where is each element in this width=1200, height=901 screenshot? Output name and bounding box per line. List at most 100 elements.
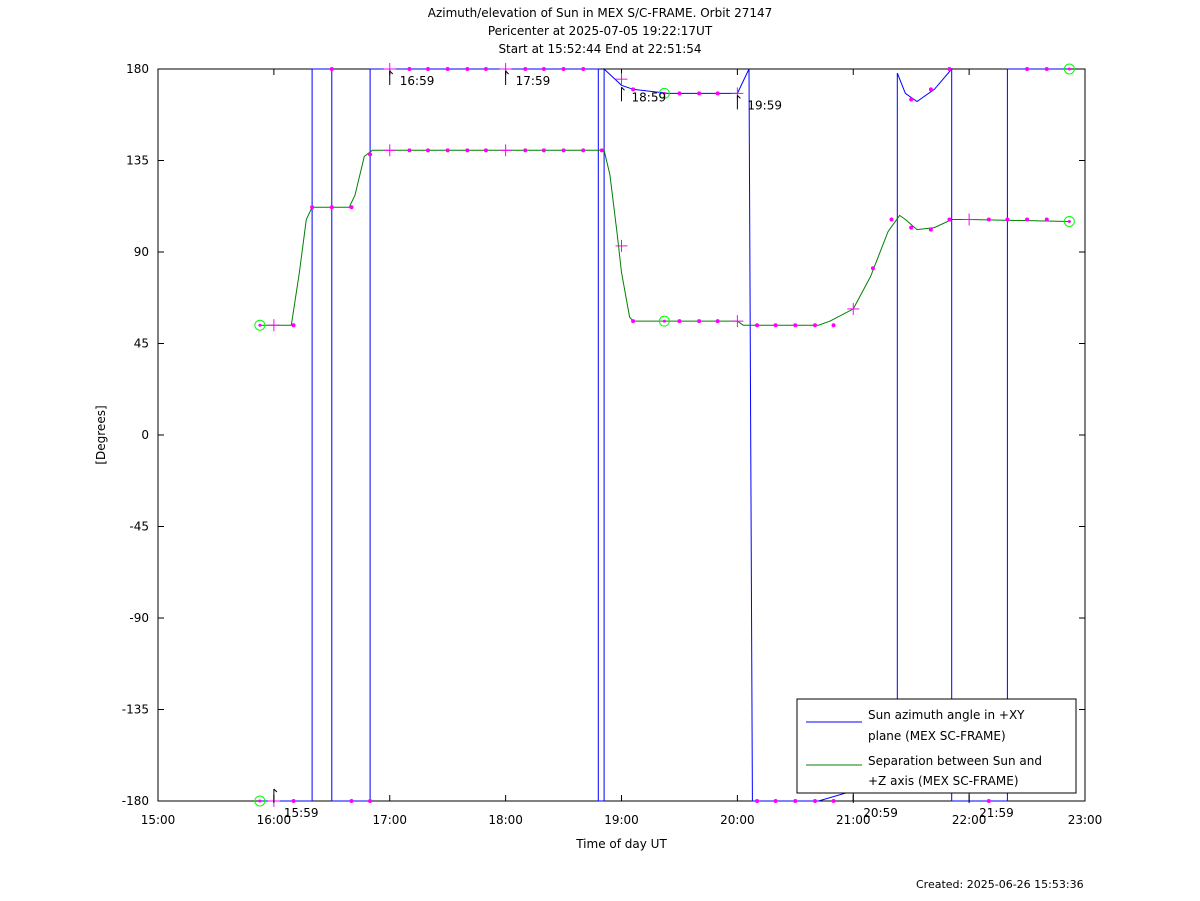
data-point-dot [1044, 217, 1049, 222]
legend-label-separation-line1: Separation between Sun and [868, 754, 1042, 768]
data-point-dot [599, 148, 604, 153]
data-point-dot [1044, 67, 1049, 71]
data-point-dot [561, 67, 566, 71]
data-point-dot [483, 67, 488, 71]
data-point-dot [631, 319, 636, 324]
data-point-dot [291, 799, 296, 803]
y-tick-label: 180 [126, 62, 149, 76]
data-point-dot [947, 67, 952, 71]
data-point-dot [581, 67, 586, 71]
data-point-dot [909, 97, 914, 102]
series-azimuth-line [259, 67, 1070, 802]
x-tick-label: 22:00 [952, 813, 987, 827]
data-point-dot [329, 67, 334, 71]
annotation-time-label: 17:59 [516, 74, 551, 88]
data-point-dot [1067, 220, 1071, 223]
annotation-time-label: 19:59 [747, 98, 782, 112]
data-point-dot [631, 87, 636, 92]
data-point-dot [697, 319, 702, 324]
data-point-circle [1063, 216, 1075, 227]
legend-label-azimuth-line2: plane (MEX SC-FRAME) [868, 729, 1006, 743]
data-point-dot [561, 148, 566, 153]
annotation-arrow [737, 95, 741, 99]
data-point-dot [831, 799, 836, 803]
data-point-dot [889, 217, 894, 222]
x-tick-label: 16:00 [257, 813, 292, 827]
data-point-dot [523, 67, 528, 71]
y-axis-label: [Degrees] [94, 405, 108, 464]
data-point-dot [310, 205, 315, 210]
data-point-cross [499, 144, 512, 157]
data-point-dot [773, 323, 778, 328]
legend-box [796, 698, 1077, 794]
data-point-dot [755, 323, 760, 328]
data-point-dot [793, 799, 798, 803]
x-tick-label: 15:00 [141, 813, 176, 827]
data-point-dot [483, 148, 488, 153]
annotation-arrow [505, 70, 509, 75]
x-tick-label: 21:00 [836, 813, 871, 827]
data-point-dot [1025, 217, 1030, 222]
data-point-circle [658, 315, 670, 327]
x-tick-label: 18:00 [488, 813, 523, 827]
data-point-dot [715, 91, 720, 96]
data-point-dot [1025, 67, 1030, 71]
data-point-dot [541, 67, 546, 71]
x-axis-label: Time of day UT [575, 837, 667, 851]
data-point-dot [541, 148, 546, 153]
data-point-cross [383, 144, 396, 157]
data-point-dot [715, 319, 720, 324]
legend: Sun azimuth angle in +XY plane (MEX SC-F… [796, 698, 1077, 794]
data-point-dot [407, 148, 412, 153]
data-point-dot [947, 217, 952, 222]
data-point-dot [662, 91, 666, 95]
axes: 15:00 16:00 17:00 18:00 19:00 20:00 21:00 22:00… [122, 62, 1103, 827]
data-point-cross [615, 239, 628, 252]
data-point-dot [407, 67, 412, 71]
data-point-circle [254, 319, 266, 331]
data-point-dot [697, 91, 702, 96]
data-point-dot [662, 319, 666, 323]
chart-subtitle-pericenter: Pericenter at 2025-07-05 19:22:17UT [487, 24, 713, 38]
data-point-circle [658, 87, 670, 99]
data-point-dot [258, 323, 262, 327]
data-point-dot [677, 91, 682, 96]
y-tick-label: 90 [134, 245, 149, 259]
data-point-dot [773, 799, 778, 803]
data-point-dot [425, 148, 430, 153]
chart-title: Azimuth/elevation of Sun in MEX S/C-FRAM… [427, 6, 773, 20]
series-separation-line [259, 149, 1070, 326]
data-point-dot [349, 205, 354, 210]
data-point-dot [445, 148, 450, 153]
data-point-dot [445, 67, 450, 71]
data-point-cross [847, 302, 860, 315]
annotation-time-label: 18:59 [632, 90, 667, 104]
data-point-dot [986, 217, 991, 222]
data-point-dot [465, 148, 470, 153]
annotation-time-label: 16:59 [400, 74, 435, 88]
data-point-dot [523, 148, 528, 153]
data-point-cross [731, 315, 744, 328]
chart-subtitle-start-end: Start at 15:52:44 End at 22:51:54 [498, 42, 702, 56]
annotation-arrow [273, 788, 278, 793]
data-point-dot [368, 152, 373, 157]
data-point-dot [928, 87, 933, 92]
marker-layer [254, 63, 1075, 807]
series-layer [259, 67, 1070, 802]
y-tick-label: -180 [122, 794, 149, 808]
x-tick-label: 19:00 [604, 813, 639, 827]
data-point-cross [615, 73, 628, 86]
legend-label-azimuth-line1: Sun azimuth angle in +XY [868, 708, 1025, 722]
data-point-dot [909, 225, 914, 230]
data-point-circle [1063, 63, 1075, 75]
data-point-dot [755, 799, 760, 803]
data-point-dot [1005, 217, 1010, 222]
y-tick-label: -135 [122, 703, 149, 717]
data-point-dot [831, 323, 836, 328]
data-point-dot [581, 148, 586, 153]
data-point-dot [465, 67, 470, 71]
data-point-circle [254, 795, 266, 807]
legend-label-separation-line2: +Z axis (MEX SC-FRAME) [868, 774, 1019, 788]
y-tick-label: 45 [134, 337, 149, 351]
